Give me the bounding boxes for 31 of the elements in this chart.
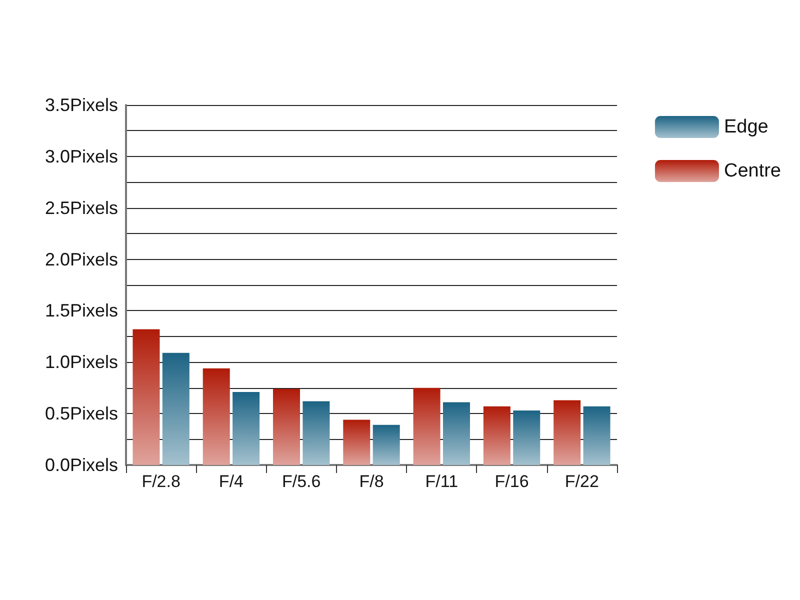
x-tick-label: F/5.6 bbox=[282, 472, 321, 491]
bar bbox=[372, 424, 400, 465]
bar bbox=[202, 368, 230, 465]
y-tick-label: 1.5Pixels bbox=[44, 300, 118, 321]
y-tick-label: 1.0Pixels bbox=[44, 352, 118, 372]
bar bbox=[302, 401, 330, 465]
bar bbox=[442, 402, 470, 465]
bar bbox=[273, 388, 300, 465]
y-tick-label: 0.5Pixels bbox=[44, 404, 118, 424]
y-tick-label: 3.5Pixels bbox=[44, 95, 118, 115]
bar bbox=[413, 388, 440, 465]
bar bbox=[483, 406, 510, 465]
x-tick-label: F/11 bbox=[425, 472, 458, 491]
y-tick-label: 3.0Pixels bbox=[44, 146, 118, 166]
bar bbox=[132, 329, 160, 465]
y-tick-label: 2.0Pixels bbox=[44, 249, 118, 270]
bar bbox=[232, 392, 260, 465]
bar bbox=[162, 352, 190, 465]
y-tick-label: 2.5Pixels bbox=[44, 198, 118, 218]
x-tick-label: F/8 bbox=[359, 472, 384, 491]
legend-label: Centre bbox=[724, 160, 782, 182]
x-tick-label: F/16 bbox=[494, 472, 529, 491]
bar bbox=[554, 400, 581, 465]
x-tick-label: F/2.8 bbox=[142, 472, 180, 491]
x-tick-label: F/4 bbox=[218, 472, 244, 491]
bar bbox=[513, 410, 540, 465]
bar bbox=[343, 420, 370, 465]
legend-label: Edge bbox=[724, 116, 768, 138]
x-tick-label: F/22 bbox=[564, 472, 599, 491]
bar bbox=[583, 406, 610, 465]
y-tick-label: 0.0Pixels bbox=[44, 455, 118, 475]
